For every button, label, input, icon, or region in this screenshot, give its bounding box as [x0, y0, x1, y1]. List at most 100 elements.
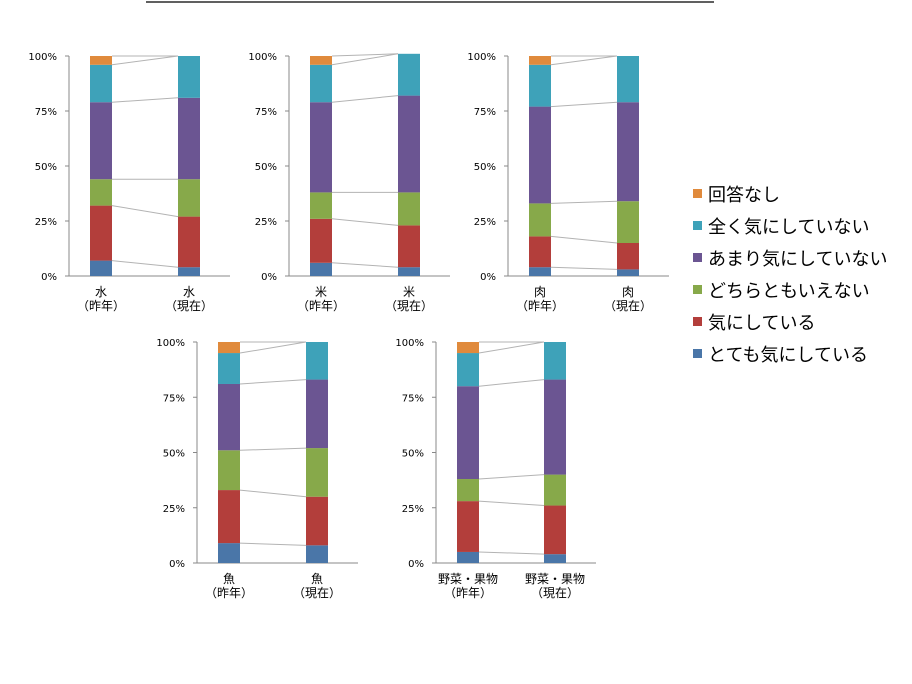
series-connector-line [550, 55, 618, 66]
bar-segment [457, 386, 479, 480]
category-label: 野菜・果物 [525, 572, 585, 586]
y-tick-label: 100% [156, 338, 185, 349]
category-label: 魚 [223, 572, 235, 586]
bar-segment [398, 267, 420, 276]
series-connector-line [331, 218, 399, 226]
series-connector-line [478, 379, 545, 387]
bar-segment [544, 554, 566, 563]
bar-segment [457, 501, 479, 552]
y-tick-label: 0% [41, 272, 57, 283]
bar-segment [457, 342, 479, 354]
category-label: （昨年） [444, 586, 492, 600]
chart-5: 0%25%50%75%100%野菜・果物（昨年）野菜・果物（現在） [395, 338, 596, 600]
category-label: 水 [183, 285, 195, 299]
legend-item: 回答なし [693, 178, 887, 210]
bar-segment [529, 203, 551, 237]
series-connector-line [239, 341, 307, 354]
category-label: 魚 [311, 572, 323, 586]
category-label: 米 [315, 285, 327, 299]
category-label: （昨年） [205, 586, 253, 600]
bar-segment [178, 179, 200, 217]
bar-segment [306, 496, 328, 546]
bar-segment [529, 64, 551, 107]
bar-segment [398, 192, 420, 226]
bar-segment [218, 450, 240, 491]
y-tick-label: 50% [255, 162, 277, 173]
series-connector-line [111, 97, 179, 103]
y-tick-label: 75% [402, 393, 424, 404]
legend-swatch [693, 284, 702, 294]
series-connector-line [550, 200, 618, 204]
y-tick-label: 25% [402, 504, 424, 515]
category-label: 肉 [534, 285, 546, 299]
chart-3: 0%25%50%75%100%肉（昨年）肉（現在） [467, 52, 669, 313]
y-tick-label: 75% [474, 107, 496, 118]
bar-segment [529, 267, 551, 276]
y-tick-label: 25% [474, 217, 496, 228]
y-tick-label: 100% [395, 338, 424, 349]
y-tick-label: 0% [169, 559, 185, 570]
bar-segment [90, 56, 112, 65]
legend-item: とても気にしている [693, 338, 887, 370]
bar-segment [398, 95, 420, 193]
legend-item: 気にしている [693, 306, 887, 338]
bar-segment [306, 342, 328, 380]
bar-segment [529, 106, 551, 204]
bar-segment [457, 551, 479, 563]
bar-segment [90, 179, 112, 206]
bar-segment [310, 56, 332, 65]
y-tick-label: 75% [35, 107, 57, 118]
series-connector-line [478, 474, 545, 480]
legend-swatch [693, 348, 702, 358]
y-tick-label: 25% [163, 504, 185, 515]
y-tick-label: 100% [248, 52, 277, 63]
legend-item: 全く気にしていない [693, 210, 887, 242]
bar-segment [90, 205, 112, 261]
bar-segment [617, 102, 639, 202]
category-label: （昨年） [77, 299, 125, 313]
bar-segment [310, 262, 332, 276]
y-tick-label: 100% [467, 52, 496, 63]
y-tick-label: 50% [402, 449, 424, 460]
bar-segment [178, 216, 200, 268]
legend-label: どちらともいえない [708, 281, 870, 302]
category-label: （現在） [385, 299, 433, 313]
series-connector-line [111, 55, 179, 66]
series-connector-line [478, 551, 545, 555]
bar-segment [529, 56, 551, 65]
bar-segment [310, 192, 332, 219]
bar-segment [544, 505, 566, 555]
series-connector-line [331, 262, 399, 268]
y-tick-label: 0% [480, 272, 496, 283]
bar-segment [306, 545, 328, 563]
legend-label: あまり気にしていない [708, 249, 888, 270]
category-label: 野菜・果物 [438, 572, 498, 586]
legend-swatch [693, 316, 702, 326]
legend-swatch [693, 220, 702, 230]
category-label: 水 [95, 285, 107, 299]
bar-segment [306, 379, 328, 449]
series-connector-line [331, 53, 399, 66]
category-label: （現在） [531, 586, 579, 600]
bar-segment [218, 342, 240, 354]
bar-segment [544, 342, 566, 380]
bar-segment [617, 269, 639, 276]
category-label: （現在） [165, 299, 213, 313]
legend-item: どちらともいえない [693, 274, 887, 306]
series-connector-line [478, 341, 545, 354]
bar-segment [544, 379, 566, 475]
legend-swatch [693, 252, 702, 262]
chart-2: 0%25%50%75%100%米（昨年）米（現在） [248, 52, 450, 313]
series-connector-line [331, 95, 399, 103]
series-connector-line [239, 542, 307, 546]
bar-segment [617, 56, 639, 103]
y-tick-label: 50% [474, 162, 496, 173]
bar-segment [178, 56, 200, 98]
bar-segment [90, 102, 112, 180]
bar-segment [617, 201, 639, 243]
legend-item: あまり気にしていない [693, 242, 887, 274]
y-tick-label: 50% [35, 162, 57, 173]
bar-segment [306, 448, 328, 497]
bar-segment [218, 353, 240, 384]
